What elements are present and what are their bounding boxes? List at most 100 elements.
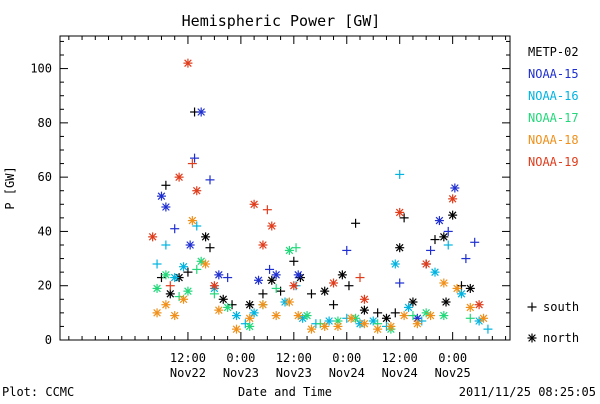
x-tick-date-label: Nov23 — [223, 366, 259, 380]
north-point-noaa-19 — [395, 207, 405, 217]
north-point-noaa-15 — [434, 216, 444, 226]
north-point-noaa-19 — [148, 232, 158, 242]
south-point-noaa-15 — [470, 237, 480, 247]
north-point-noaa-19 — [183, 58, 193, 68]
north-point-noaa-19 — [249, 199, 259, 209]
south-point-noaa-15 — [190, 153, 200, 163]
north-point-noaa-16 — [170, 273, 180, 283]
south-point-metp-02 — [258, 289, 268, 299]
x-axis-ticks: 12:00Nov220:00Nov2312:00Nov230:00Nov2412… — [68, 36, 507, 380]
north-point-noaa-15 — [161, 202, 171, 212]
y-tick-label: 100 — [30, 62, 52, 76]
legend-north-marker — [527, 333, 537, 343]
south-point-metp-02 — [306, 289, 316, 299]
south-point-metp-02 — [399, 213, 409, 223]
north-point-noaa-18 — [426, 311, 436, 321]
y-tick-label: 80 — [38, 116, 52, 130]
x-axis-label: Date and Time — [238, 385, 332, 399]
north-point-metp-02 — [165, 289, 175, 299]
south-point-noaa-16 — [483, 324, 493, 334]
south-point-noaa-17 — [192, 264, 202, 274]
north-point-noaa-17 — [152, 283, 162, 293]
north-point-noaa-18 — [231, 324, 241, 334]
south-point-metp-02 — [351, 218, 361, 228]
south-point-noaa-15 — [395, 278, 405, 288]
south-point-noaa-15 — [223, 273, 233, 283]
x-tick-time-label: 0:00 — [226, 351, 255, 365]
north-point-noaa-17 — [223, 302, 233, 312]
x-tick-time-label: 0:00 — [438, 351, 467, 365]
plot-frame — [59, 35, 511, 341]
north-point-noaa-16 — [231, 311, 241, 321]
legend-item-noaa-16: NOAA-16 — [528, 89, 579, 103]
north-point-noaa-18 — [161, 300, 171, 310]
north-point-noaa-17 — [302, 311, 312, 321]
legend-south-label: south — [543, 300, 579, 314]
north-point-noaa-16 — [324, 316, 334, 326]
north-point-metp-02 — [465, 283, 475, 293]
north-point-noaa-18 — [201, 259, 211, 269]
north-point-noaa-15 — [196, 107, 206, 117]
north-point-noaa-18 — [346, 313, 356, 323]
y-axis-ticks: 0 20 40 60 80 100 — [30, 40, 510, 347]
north-point-noaa-15 — [254, 275, 264, 285]
north-point-noaa-18 — [412, 319, 422, 329]
north-point-noaa-18 — [306, 324, 316, 334]
north-point-noaa-18 — [258, 300, 268, 310]
south-point-noaa-16 — [443, 240, 453, 250]
north-point-metp-02 — [441, 297, 451, 307]
north-point-metp-02 — [267, 275, 277, 285]
north-point-noaa-17 — [183, 286, 193, 296]
north-point-noaa-19 — [359, 294, 369, 304]
plot-credit: Plot: CCMC — [2, 385, 74, 399]
north-point-noaa-15 — [156, 191, 166, 201]
south-point-noaa-19 — [187, 159, 197, 169]
north-point-metp-02 — [245, 300, 255, 310]
south-point-noaa-16 — [161, 240, 171, 250]
north-point-noaa-18 — [187, 216, 197, 226]
south-point-noaa-17 — [408, 311, 418, 321]
north-point-noaa-18 — [284, 297, 294, 307]
x-tick-time-label: 12:00 — [382, 351, 418, 365]
north-point-noaa-18 — [452, 283, 462, 293]
north-point-metp-02 — [218, 294, 228, 304]
chart-title: Hemispheric Power [GW] — [182, 12, 381, 30]
south-point-metp-02 — [390, 308, 400, 318]
north-point-noaa-17 — [439, 311, 449, 321]
south-point-noaa-17 — [209, 289, 219, 299]
y-axis-label: P [GW] — [3, 166, 17, 209]
x-tick-date-label: Nov23 — [276, 366, 312, 380]
north-point-metp-02 — [320, 286, 330, 296]
north-point-noaa-19 — [267, 221, 277, 231]
north-point-noaa-18 — [373, 324, 383, 334]
x-tick-time-label: 12:00 — [170, 351, 206, 365]
legend-item-noaa-17: NOAA-17 — [528, 111, 579, 125]
north-point-noaa-16 — [390, 259, 400, 269]
north-point-noaa-18 — [179, 294, 189, 304]
north-point-noaa-18 — [170, 311, 180, 321]
south-point-noaa-15 — [265, 264, 275, 274]
north-point-noaa-17 — [245, 321, 255, 331]
north-point-noaa-15 — [214, 270, 224, 280]
north-point-noaa-19 — [421, 259, 431, 269]
north-point-noaa-18 — [439, 278, 449, 288]
north-point-noaa-15 — [271, 270, 281, 280]
north-point-noaa-19 — [192, 186, 202, 196]
north-point-noaa-16 — [430, 267, 440, 277]
plot-timestamp: 2011/11/25 08:25:05 — [459, 385, 596, 399]
north-point-noaa-15 — [185, 240, 195, 250]
north-point-metp-02 — [337, 270, 347, 280]
south-point-noaa-15 — [170, 224, 180, 234]
north-point-metp-02 — [448, 210, 458, 220]
north-point-noaa-18 — [152, 308, 162, 318]
south-point-metp-02 — [430, 235, 440, 245]
x-tick-date-label: Nov24 — [329, 366, 365, 380]
south-point-noaa-17 — [271, 283, 281, 293]
south-point-noaa-15 — [443, 226, 453, 236]
north-point-metp-02 — [359, 305, 369, 315]
south-point-noaa-17 — [291, 243, 301, 253]
y-tick-label: 20 — [38, 279, 52, 293]
south-point-metp-02 — [344, 281, 354, 291]
north-point-noaa-17 — [161, 270, 171, 280]
south-point-noaa-16 — [152, 259, 162, 269]
